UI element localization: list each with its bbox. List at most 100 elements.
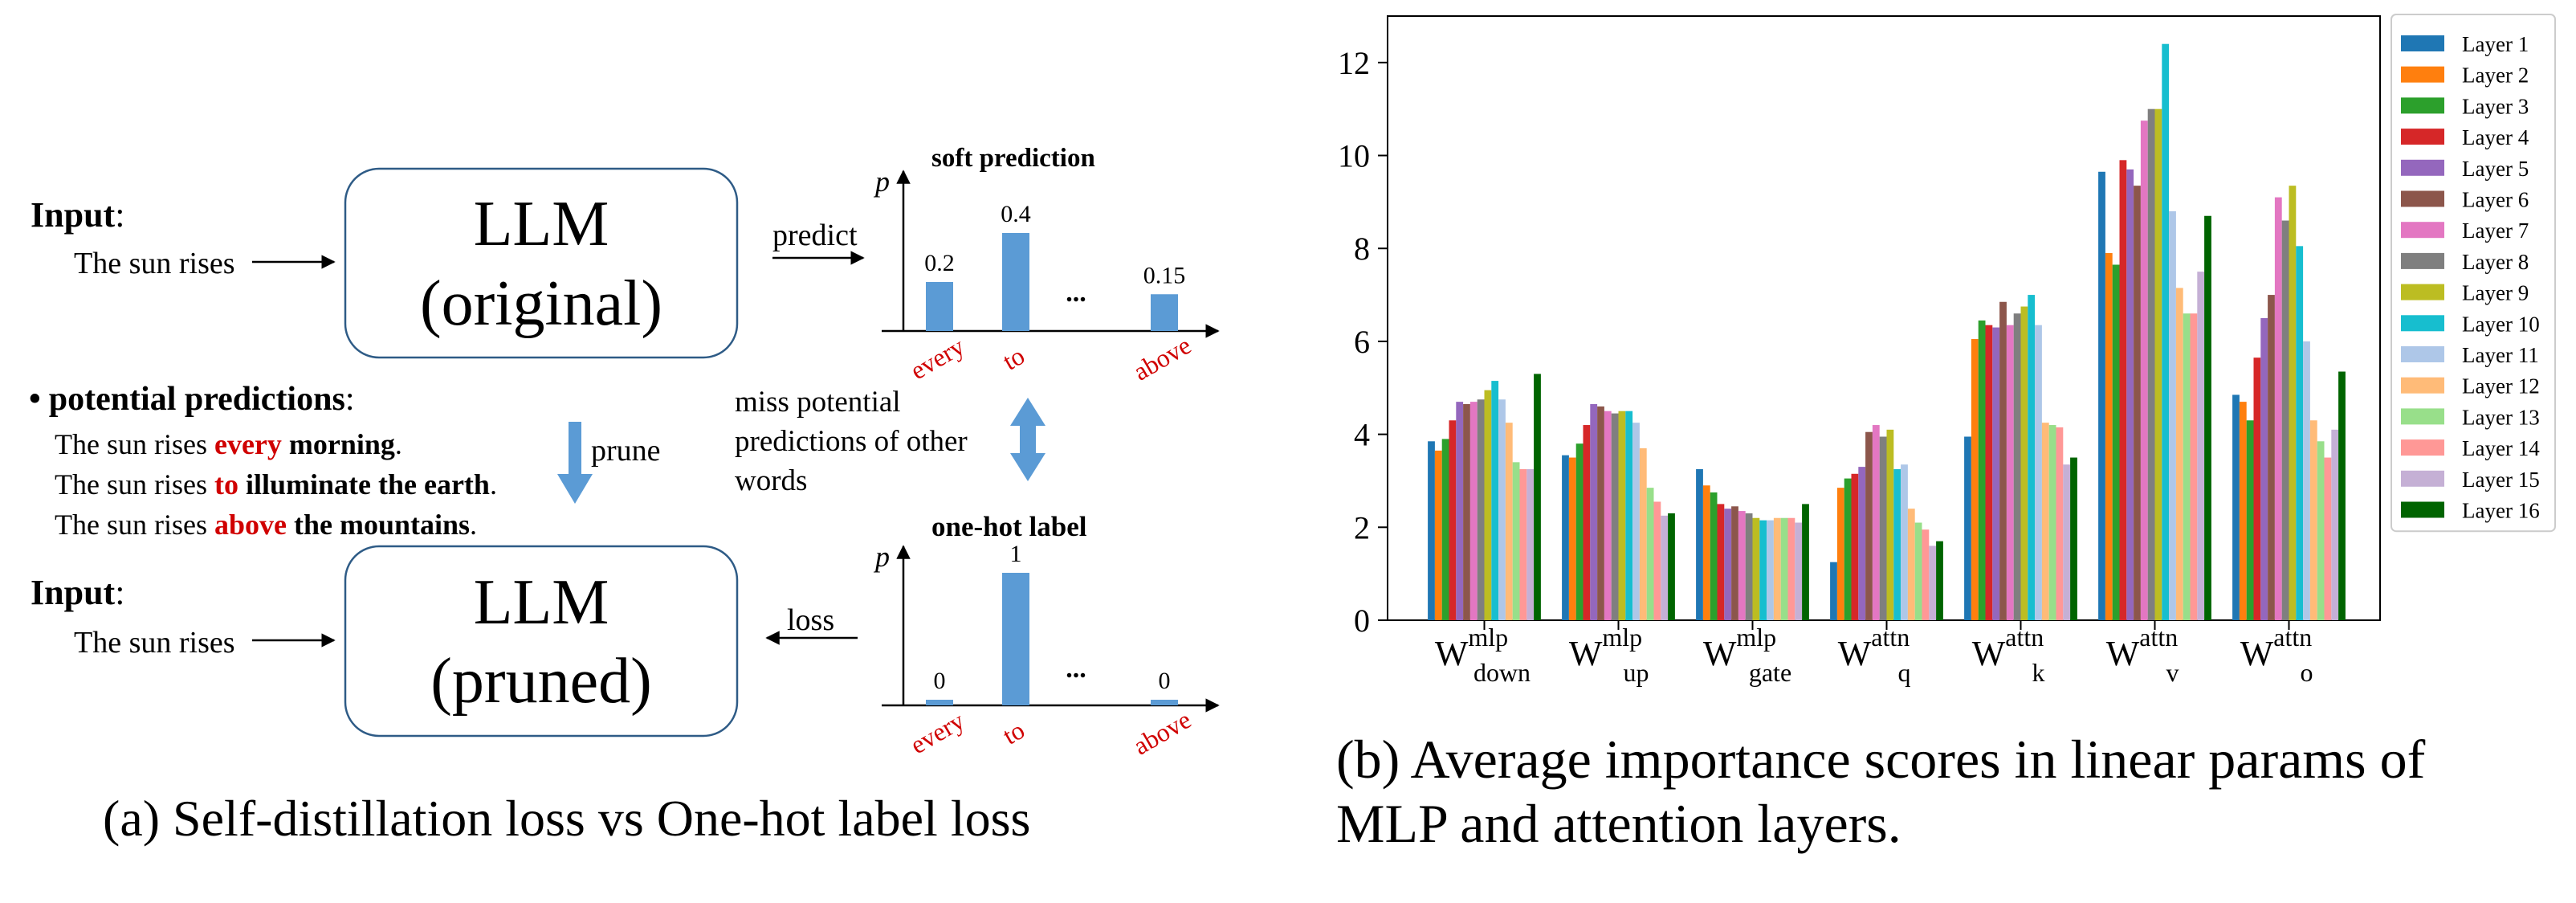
legend-item-layer-16: Layer 16 bbox=[2401, 499, 2540, 523]
bar-layer-9-attn-k bbox=[2020, 306, 2028, 620]
bar-layer-9-attn-v bbox=[2154, 108, 2162, 620]
x-label-subscript-o: o bbox=[2301, 658, 2313, 687]
bar-layer-2-mlp-down bbox=[1434, 450, 1442, 620]
legend-item-layer-11: Layer 11 bbox=[2401, 343, 2539, 367]
onehot-chart-value-label-to: 1 bbox=[1010, 541, 1022, 567]
x-label-superscript: attn bbox=[2139, 623, 2178, 652]
bar-layer-2-attn-k bbox=[1971, 339, 1979, 620]
bar-layer-11-mlp-gate bbox=[1767, 520, 1774, 620]
onehot-chart-value-label-every: 0 bbox=[934, 668, 946, 694]
bar-layer-4-mlp-up bbox=[1583, 425, 1591, 620]
prediction-continuation: illuminate the earth bbox=[238, 468, 490, 501]
x-tick-label-mlp-up: Wmlp bbox=[1569, 623, 1642, 673]
bar-layer-1-attn-v bbox=[2098, 171, 2105, 621]
bar-layer-3-attn-k bbox=[1978, 320, 1986, 620]
bar-layer-1-mlp-down bbox=[1428, 441, 1435, 620]
bar-layer-7-mlp-down bbox=[1469, 402, 1478, 620]
prediction-continuation: the mountains bbox=[287, 509, 470, 541]
y-tick-label-6: 6 bbox=[1354, 324, 1370, 360]
bar-layer-3-attn-v bbox=[2112, 264, 2120, 620]
bar-layer-7-mlp-gate bbox=[1738, 511, 1746, 620]
x-tick-label-mlp-down: Wmlp bbox=[1435, 623, 1508, 673]
onehot-chart-p-label: p bbox=[873, 541, 890, 573]
bar-layer-14-attn-q bbox=[1922, 529, 1930, 620]
bar-layer-14-attn-v bbox=[2190, 313, 2198, 620]
bar-layer-10-attn-q bbox=[1893, 469, 1901, 620]
bar-layer-7-attn-o bbox=[2274, 197, 2282, 621]
legend-item-layer-4: Layer 4 bbox=[2401, 125, 2529, 149]
x-label-subscript-k: k bbox=[2032, 658, 2045, 687]
legend-item-layer-8: Layer 8 bbox=[2401, 250, 2529, 274]
x-label-subscript-up: up bbox=[1624, 658, 1649, 687]
prune-label: prune bbox=[591, 434, 661, 468]
bar-layer-10-mlp-gate bbox=[1759, 520, 1767, 620]
soft-chart-bar-every bbox=[926, 282, 953, 331]
bar-layer-12-attn-v bbox=[2175, 288, 2183, 620]
bar-layer-2-attn-v bbox=[2105, 253, 2113, 620]
bar-layer-2-attn-o bbox=[2239, 402, 2247, 620]
prune-arrow bbox=[557, 422, 593, 504]
legend-swatch bbox=[2401, 35, 2444, 51]
onehot-chart-bar-to bbox=[1002, 573, 1029, 705]
x-label-base: W bbox=[2240, 634, 2274, 673]
legend-label: Layer 11 bbox=[2462, 343, 2539, 367]
x-label-subscript-v: v bbox=[2166, 658, 2179, 687]
legend-item-layer-6: Layer 6 bbox=[2401, 188, 2529, 212]
x-tick-label-attn-o: Wattn bbox=[2240, 623, 2313, 673]
llm-pruned-box bbox=[344, 545, 739, 738]
legend-item-layer-10: Layer 10 bbox=[2401, 312, 2540, 336]
bar-layer-12-mlp-gate bbox=[1773, 517, 1781, 620]
onehot-chart-bar-every bbox=[926, 700, 953, 705]
bar-layer-10-attn-o bbox=[2296, 246, 2304, 620]
bar-layer-16-mlp-up bbox=[1668, 513, 1675, 620]
y-tick-label-4: 4 bbox=[1354, 417, 1370, 453]
y-tick-label-0: 0 bbox=[1354, 603, 1370, 639]
prediction-word: to bbox=[214, 468, 238, 501]
bar-layer-16-attn-k bbox=[2070, 457, 2077, 620]
bar-layer-11-attn-o bbox=[2303, 341, 2310, 620]
double-arrow bbox=[1010, 398, 1045, 481]
bar-layer-15-attn-k bbox=[2063, 464, 2071, 620]
bar-layer-15-attn-o bbox=[2331, 429, 2339, 620]
bar-layer-16-attn-q bbox=[1936, 541, 1943, 620]
bar-layer-6-mlp-down bbox=[1463, 404, 1470, 620]
bar-layer-3-attn-o bbox=[2246, 420, 2254, 620]
legend-item-layer-12: Layer 12 bbox=[2401, 374, 2540, 398]
legend-label: Layer 5 bbox=[2462, 157, 2529, 181]
legend-label: Layer 8 bbox=[2462, 250, 2529, 274]
x-label-superscript: attn bbox=[1871, 623, 1910, 652]
panel-a: Input: The sun rises LLM (original) pred… bbox=[29, 144, 1220, 847]
caption-a: (a) Self-distillation loss vs One-hot la… bbox=[103, 790, 1030, 847]
onehot-chart-category-label-to: to bbox=[997, 715, 1029, 750]
bar-layer-1-attn-o bbox=[2232, 394, 2240, 620]
bar-layer-11-mlp-down bbox=[1498, 399, 1506, 620]
bar-layer-7-mlp-up bbox=[1604, 411, 1612, 620]
bar-layer-7-attn-k bbox=[2006, 325, 2014, 620]
y-tick-label-2: 2 bbox=[1354, 509, 1370, 545]
legend-item-layer-7: Layer 7 bbox=[2401, 219, 2529, 243]
legend-item-layer-15: Layer 15 bbox=[2401, 468, 2540, 492]
bar-layer-3-mlp-up bbox=[1575, 443, 1584, 620]
bar-layer-13-mlp-gate bbox=[1780, 517, 1788, 620]
miss-text-line-2: predictions of other bbox=[735, 425, 968, 458]
x-label-superscript: mlp bbox=[1736, 623, 1776, 652]
caption-b-line-2: MLP and attention layers. bbox=[1336, 793, 1901, 854]
bar-layer-13-mlp-down bbox=[1512, 462, 1520, 620]
bar-layer-9-mlp-up bbox=[1618, 411, 1626, 620]
bar-layer-10-attn-v bbox=[2162, 43, 2170, 620]
soft-chart-bar-above bbox=[1151, 294, 1178, 331]
prediction-continuation: morning bbox=[282, 428, 395, 460]
bar-layer-16-attn-o bbox=[2338, 371, 2346, 620]
bar-group-W-mlp-up bbox=[1562, 404, 1675, 620]
soft-chart-title: soft prediction bbox=[931, 144, 1095, 173]
legend-swatch bbox=[2401, 190, 2444, 207]
input-label-top: Input: bbox=[31, 195, 124, 235]
input-text-bottom: The sun rises bbox=[74, 626, 235, 660]
bar-layer-14-attn-k bbox=[2056, 427, 2064, 620]
legend-swatch bbox=[2401, 408, 2444, 425]
x-label-subscript-q: q bbox=[1898, 658, 1911, 687]
bar-layer-8-attn-k bbox=[2013, 313, 2021, 620]
bar-layer-1-mlp-up bbox=[1562, 455, 1569, 620]
bar-layer-2-attn-q bbox=[1836, 488, 1844, 620]
bar-layer-1-mlp-gate bbox=[1696, 469, 1703, 620]
